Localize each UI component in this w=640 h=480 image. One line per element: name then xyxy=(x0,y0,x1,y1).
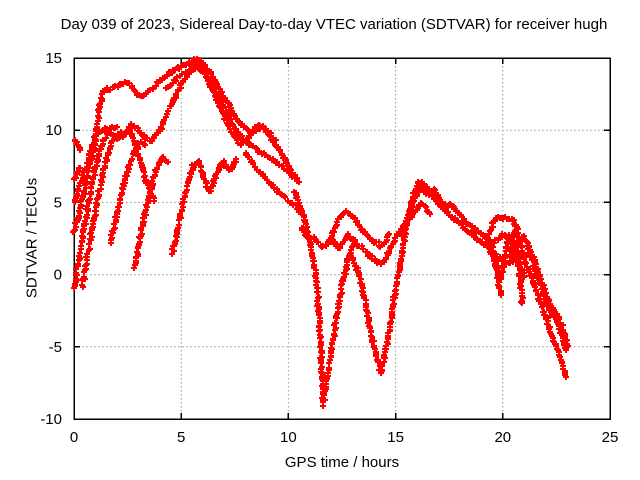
x-tick-label: 25 xyxy=(602,429,619,446)
series-track-23 xyxy=(519,252,569,380)
x-tick-label: 0 xyxy=(70,429,78,446)
y-tick-label: -10 xyxy=(40,411,62,428)
chart-title: Day 039 of 2023, Sidereal Day-to-day VTE… xyxy=(60,16,608,33)
series-track-20 xyxy=(486,214,527,260)
y-tick-label: 10 xyxy=(45,122,62,139)
series-track-03 xyxy=(72,137,83,153)
series-track-10 xyxy=(243,150,304,216)
series-track-25 xyxy=(520,235,569,353)
x-axis-label: GPS time / hours xyxy=(284,454,400,471)
series-track-21 xyxy=(483,232,527,282)
series-track-08 xyxy=(131,154,171,271)
x-tick-label: 20 xyxy=(494,429,511,446)
x-tick-label: 5 xyxy=(177,429,185,446)
x-tick-label: 15 xyxy=(387,429,404,446)
series-track-04 xyxy=(71,165,83,182)
plot-border xyxy=(73,57,611,420)
x-tick-label: 10 xyxy=(280,429,297,446)
series-track-05 xyxy=(71,124,120,291)
y-axis-label: SDTVAR / TECUs xyxy=(23,177,41,299)
y-tick-label: 5 xyxy=(54,194,62,211)
y-tick-label: 15 xyxy=(45,50,62,67)
series-track-22 xyxy=(163,61,279,143)
series-track-13 xyxy=(326,208,392,250)
series-track-11 xyxy=(291,189,358,409)
series-track-26 xyxy=(126,124,157,204)
y-tick-label: 0 xyxy=(54,267,62,284)
series-track-09 xyxy=(169,156,239,257)
y-tick-label: -5 xyxy=(49,339,62,356)
series-track-06 xyxy=(79,129,124,290)
